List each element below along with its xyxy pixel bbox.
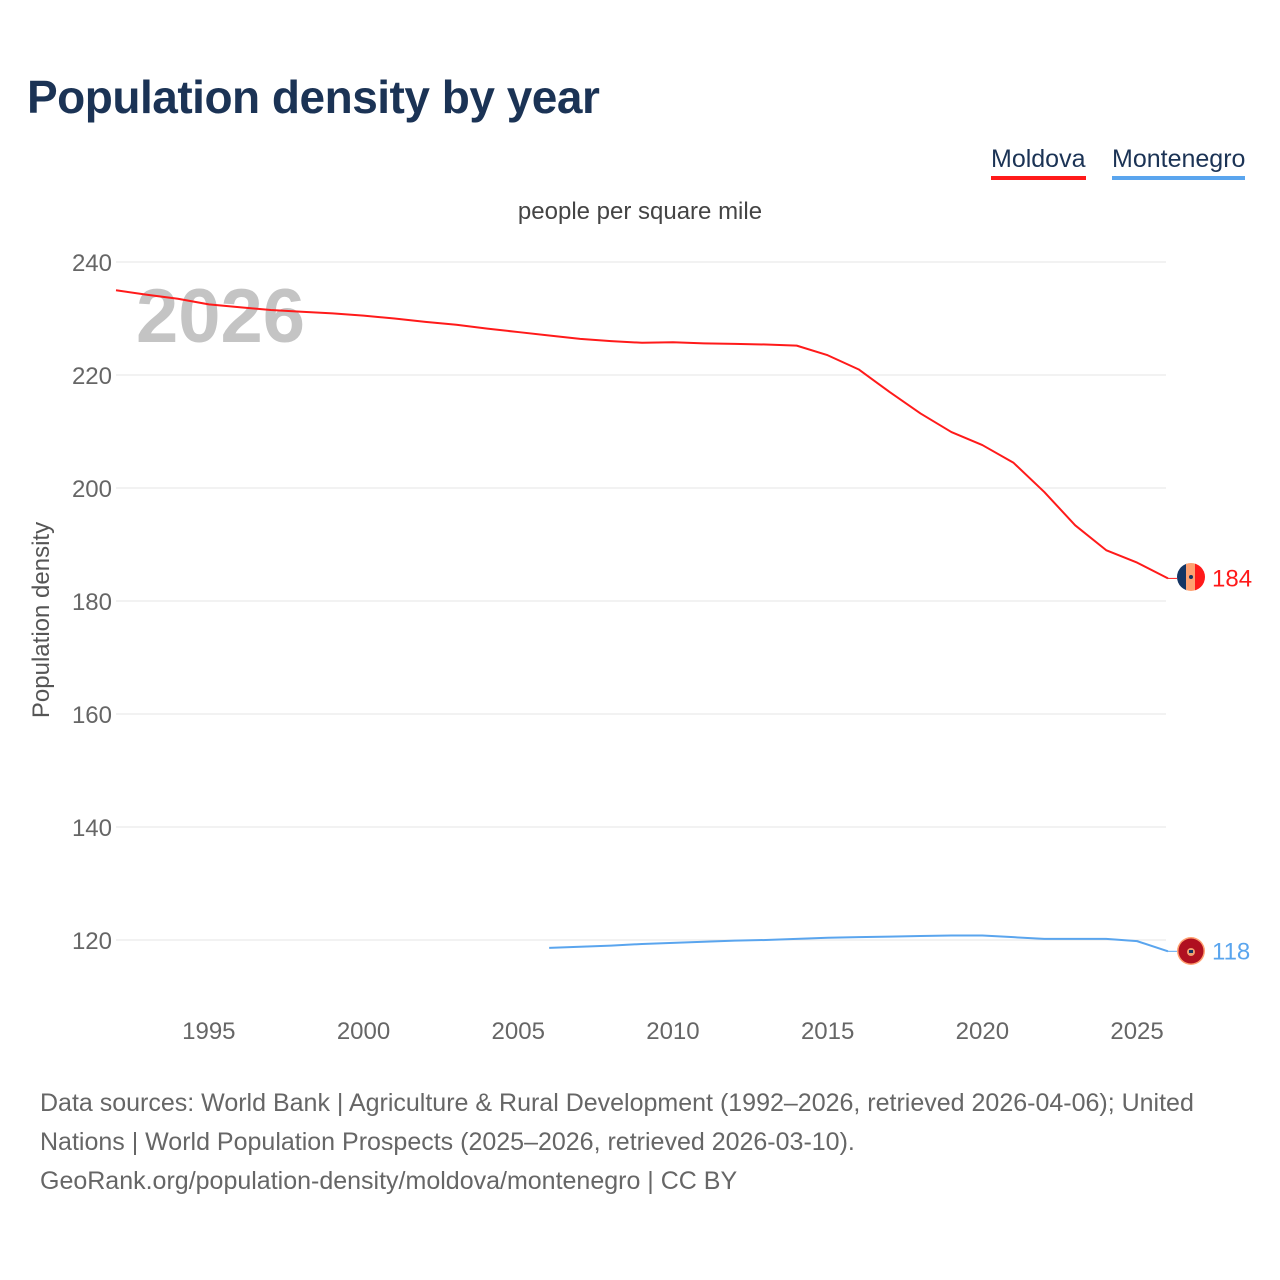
x-tick-label: 2025: [1110, 1018, 1163, 1045]
y-tick-label: 200: [72, 476, 112, 503]
moldova-flag-icon: [1177, 563, 1205, 591]
x-tick-label: 2015: [801, 1018, 854, 1045]
y-tick-label: 120: [72, 928, 112, 955]
montenegro-flag-icon: [1177, 937, 1205, 965]
year-watermark: 2026: [136, 274, 305, 359]
credit-link[interactable]: GeoRank.org/population-density/moldova/m…: [40, 1167, 738, 1195]
line-chart: 120 140 160 180 200 220 240 1995 2000 2005 2010 201…: [72, 250, 1252, 1045]
legend-item-montenegro[interactable]: Montenegro: [1112, 145, 1246, 180]
chart-title: Population density by year: [27, 71, 600, 123]
x-tick-label: 2020: [956, 1018, 1009, 1045]
x-tick-label: 2010: [646, 1018, 699, 1045]
end-value-label-montenegro: 118: [1212, 938, 1250, 965]
data-sources: Data sources: World Bank | Agriculture &…: [40, 1089, 1194, 1156]
x-tick-label: 2005: [492, 1018, 545, 1045]
series-line-moldova[interactable]: [115, 289, 1169, 580]
y-tick-label: 140: [72, 815, 112, 842]
y-tick-label: 160: [72, 702, 112, 729]
legend-item-moldova[interactable]: Moldova: [991, 145, 1086, 180]
series-line-montenegro[interactable]: [549, 934, 1169, 953]
footer: Data sources: World Bank | Agriculture &…: [40, 1084, 1250, 1201]
y-tick-label: 220: [72, 363, 112, 390]
chart-subtitle: people per square mile: [517, 198, 763, 225]
x-tick-label: 2000: [337, 1018, 390, 1045]
end-value-label-moldova: 184: [1212, 565, 1252, 592]
x-tick-label: 1995: [182, 1018, 235, 1045]
y-tick-label: 180: [72, 589, 112, 616]
y-tick-label: 240: [72, 250, 112, 277]
